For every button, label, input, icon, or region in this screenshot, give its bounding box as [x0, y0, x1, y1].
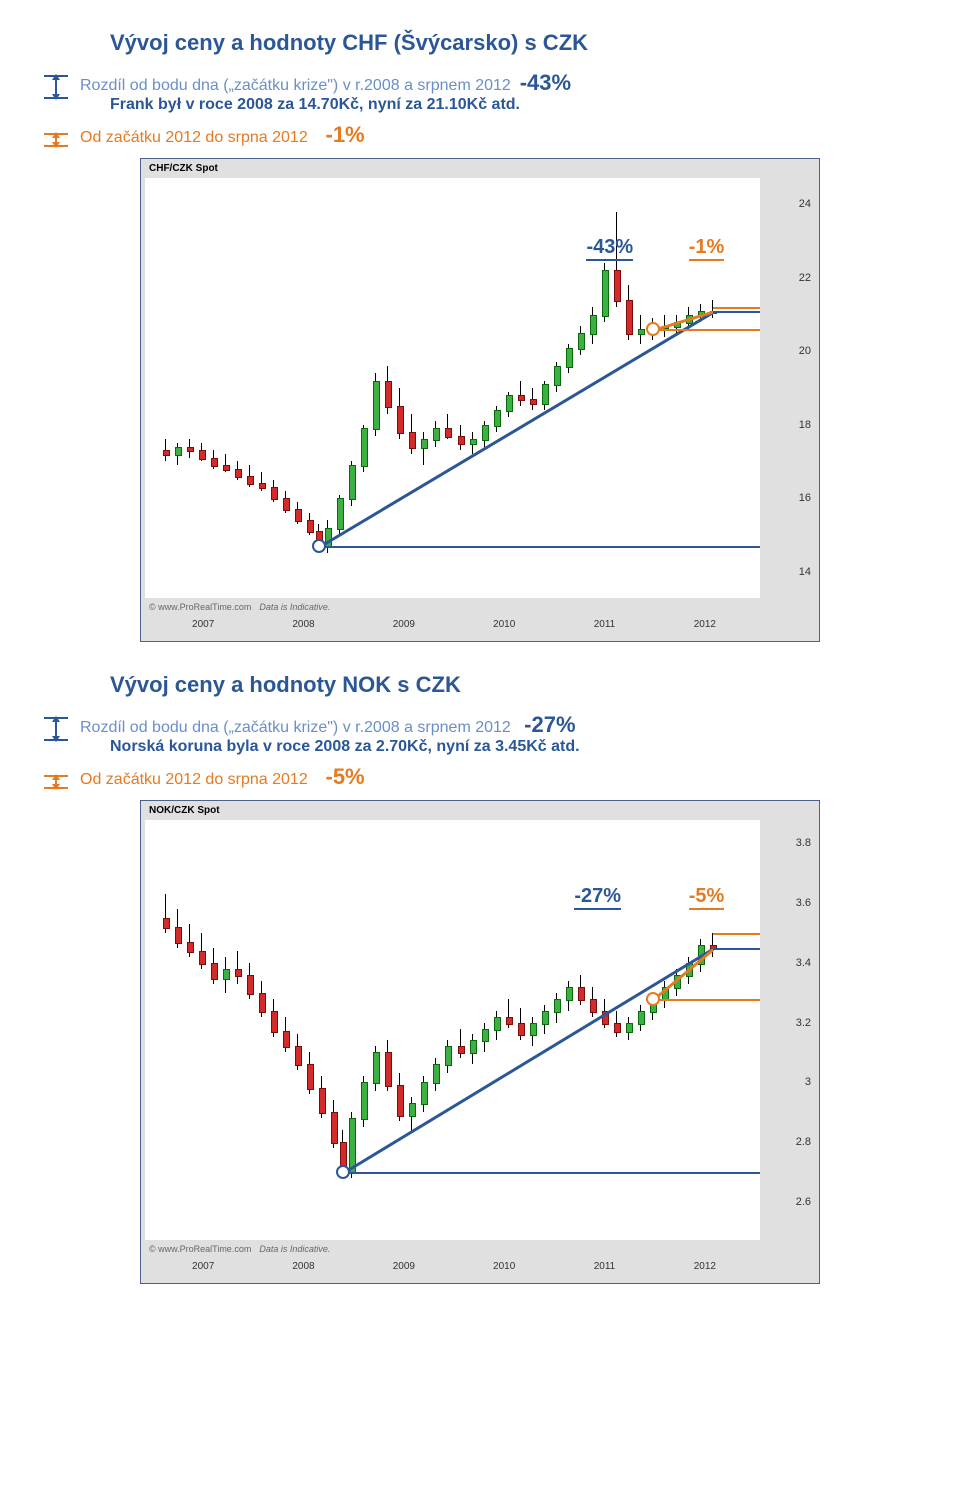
section1-block2: Od začátku 2012 do srpna 2012 -1% [80, 122, 920, 148]
marker-start-blue [336, 1165, 350, 1179]
annot-blue: -43% [586, 236, 633, 261]
chart1-symbol: CHF/CZK Spot [141, 159, 819, 174]
xtick: 2012 [694, 1261, 716, 1272]
ytick: 2.8 [796, 1136, 811, 1148]
s2-line1-pre: Rozdíl od bodu dna („začátku krize") v r… [80, 719, 511, 736]
chart2-credit: © www.ProRealTime.com [149, 1244, 251, 1254]
s2-line3-pre: Od začátku 2012 do srpna 2012 [80, 771, 308, 788]
xtick: 2008 [292, 1261, 314, 1272]
chart-chf: CHF/CZK Spot -43% -1% 14 16 18 20 22 24 © www.… [140, 158, 820, 642]
ytick: 3.6 [796, 897, 811, 909]
s1-line3-pre: Od začátku 2012 do srpna 2012 [80, 129, 308, 146]
ytick: 18 [799, 419, 811, 431]
chart-nok: NOK/CZK Spot -27% -5% 2.6 2.8 3 3.2 3.4 3.6 3.8… [140, 800, 820, 1284]
ytick: 14 [799, 566, 811, 578]
xtick: 2009 [393, 619, 415, 630]
ytick: 16 [799, 492, 811, 504]
section2-block2: Od začátku 2012 do srpna 2012 -5% [80, 764, 920, 790]
section1-title: Vývoj ceny a hodnoty CHF (Švýcarsko) s C… [110, 30, 920, 56]
marker-start-orange [646, 992, 660, 1006]
orange-range-icon [42, 124, 76, 154]
section2-block1: Rozdíl od bodu dna („začátku krize") v r… [80, 712, 920, 756]
ytick: 3.2 [796, 1017, 811, 1029]
orange-range-icon [42, 766, 76, 796]
xtick: 2011 [594, 1261, 616, 1272]
s1-line1-pct: -43% [520, 70, 571, 95]
xtick: 2012 [694, 619, 716, 630]
ytick: 3.8 [796, 837, 811, 849]
marker-start-orange [646, 322, 660, 336]
blue-range-icon [42, 72, 76, 102]
s2-line2: Norská koruna byla v roce 2008 za 2.70Kč… [110, 738, 920, 756]
xtick: 2008 [292, 619, 314, 630]
ytick: 3 [805, 1076, 811, 1088]
ytick: 24 [799, 198, 811, 210]
s1-line1-pre: Rozdíl od bodu dna („začátku krize") v r… [80, 77, 511, 94]
ytick: 3.4 [796, 957, 811, 969]
annot-orange: -1% [689, 236, 725, 261]
ytick: 22 [799, 272, 811, 284]
xtick: 2011 [594, 619, 616, 630]
horiz-blue-low [343, 1172, 810, 1174]
trend-orange [652, 948, 714, 1001]
section2-title: Vývoj ceny a hodnoty NOK s CZK [110, 672, 920, 698]
section1-block1: Rozdíl od bodu dna („začátku krize") v r… [80, 70, 920, 114]
annot-blue: -27% [574, 885, 621, 910]
chart2-symbol: NOK/CZK Spot [141, 801, 819, 816]
s2-line3-pct: -5% [326, 764, 365, 789]
marker-start-blue [312, 539, 326, 553]
xtick: 2007 [192, 619, 214, 630]
ytick: 20 [799, 345, 811, 357]
xtick: 2007 [192, 1261, 214, 1272]
chart1-note: Data is Indicative. [259, 602, 330, 612]
horiz-blue-low [319, 546, 810, 548]
s1-line2: Frank był v roce 2008 za 14.70Kč, nyní z… [110, 96, 920, 114]
xtick: 2010 [493, 619, 515, 630]
xtick: 2009 [393, 1261, 415, 1272]
chart2-note: Data is Indicative. [259, 1244, 330, 1254]
trend-blue [342, 948, 714, 1175]
ytick: 2.6 [796, 1196, 811, 1208]
chart1-credit: © www.ProRealTime.com [149, 602, 251, 612]
blue-range-icon [42, 714, 76, 744]
s1-line3-pct: -1% [326, 122, 365, 147]
annot-orange: -5% [689, 885, 725, 910]
s2-line1-pct: -27% [524, 712, 575, 737]
xtick: 2010 [493, 1261, 515, 1272]
